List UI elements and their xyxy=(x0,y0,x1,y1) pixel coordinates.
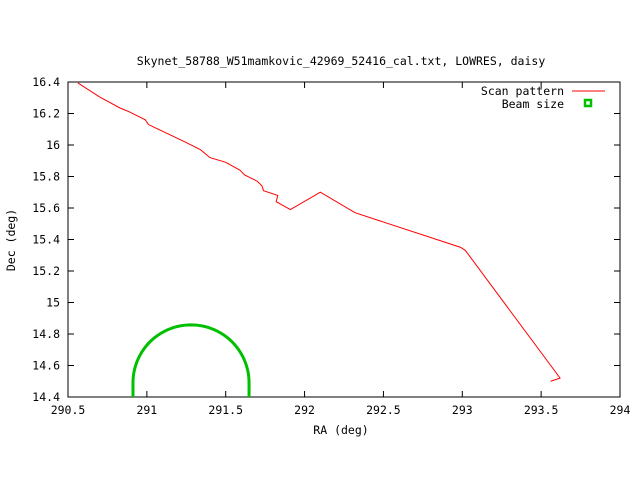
chart-title: Skynet_58788_W51mamkovic_42969_52416_cal… xyxy=(137,54,546,68)
legend: Scan pattern Beam size xyxy=(481,84,605,111)
x-tick-label: 292 xyxy=(294,403,315,417)
legend-label-beam-size: Beam size xyxy=(502,97,564,111)
y-tick-label: 15.6 xyxy=(32,201,60,215)
y-tick-label: 15.8 xyxy=(32,170,60,184)
y-tick-label: 14.4 xyxy=(32,390,60,404)
y-tick-label: 16.4 xyxy=(32,75,60,89)
y-tick-label: 14.6 xyxy=(32,359,60,373)
x-tick-label: 291 xyxy=(136,403,157,417)
legend-label-scan-pattern: Scan pattern xyxy=(481,84,564,98)
plot-frame xyxy=(67,81,621,398)
y-tick-label: 16.2 xyxy=(32,107,60,121)
x-tick-label: 291.5 xyxy=(208,403,243,417)
x-tick-label: 294 xyxy=(610,403,631,417)
x-tick-label: 290.5 xyxy=(51,403,86,417)
beam-size-circle xyxy=(131,323,251,397)
y-tick-label: 14.8 xyxy=(32,327,60,341)
x-tick-label: 292.5 xyxy=(366,403,401,417)
scan-pattern-line xyxy=(77,82,561,382)
legend-swatch-beam-size xyxy=(583,98,593,108)
x-axis-label: RA (deg) xyxy=(313,423,368,437)
y-tick-label: 15.2 xyxy=(32,264,60,278)
series-group xyxy=(77,82,561,397)
y-axis-label: Dec (deg) xyxy=(4,209,18,271)
x-tick-label: 293.5 xyxy=(524,403,559,417)
x-tick-label: 293 xyxy=(452,403,473,417)
y-tick-label: 15 xyxy=(46,296,60,310)
axis-ticks: 290.5 291 291.5 292 292.5 293 293.5 294 14.4 14.6… xyxy=(32,75,630,417)
y-tick-label: 15.4 xyxy=(32,233,60,247)
y-tick-label: 16 xyxy=(46,138,60,152)
